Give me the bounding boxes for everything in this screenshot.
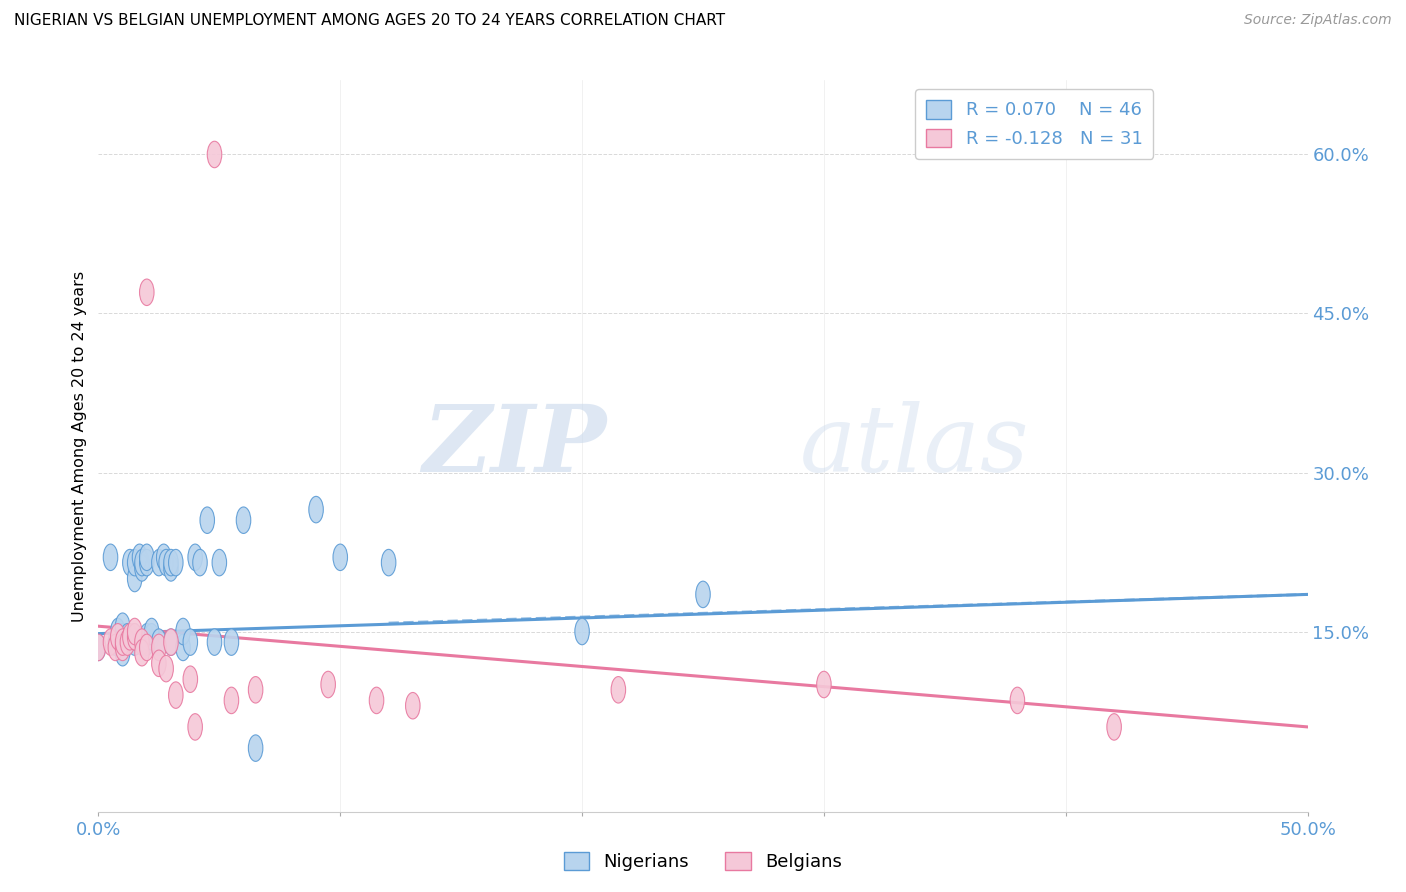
Legend: R = 0.070    N = 46, R = -0.128   N = 31: R = 0.070 N = 46, R = -0.128 N = 31: [915, 89, 1153, 159]
Y-axis label: Unemployment Among Ages 20 to 24 years: Unemployment Among Ages 20 to 24 years: [72, 270, 87, 622]
Ellipse shape: [249, 676, 263, 703]
Ellipse shape: [115, 624, 129, 650]
Ellipse shape: [111, 618, 125, 645]
Ellipse shape: [152, 629, 166, 656]
Ellipse shape: [817, 672, 831, 698]
Ellipse shape: [139, 634, 155, 661]
Ellipse shape: [103, 629, 118, 656]
Ellipse shape: [207, 141, 222, 168]
Ellipse shape: [132, 544, 146, 571]
Text: atlas: atlas: [800, 401, 1029, 491]
Ellipse shape: [139, 549, 155, 576]
Ellipse shape: [207, 629, 222, 656]
Ellipse shape: [163, 555, 179, 582]
Ellipse shape: [169, 549, 183, 576]
Ellipse shape: [309, 496, 323, 523]
Ellipse shape: [159, 549, 173, 576]
Ellipse shape: [122, 624, 138, 650]
Ellipse shape: [188, 714, 202, 740]
Ellipse shape: [128, 629, 142, 656]
Ellipse shape: [152, 549, 166, 576]
Ellipse shape: [91, 634, 105, 661]
Ellipse shape: [135, 629, 149, 656]
Ellipse shape: [612, 676, 626, 703]
Ellipse shape: [249, 735, 263, 762]
Ellipse shape: [163, 629, 179, 656]
Ellipse shape: [370, 687, 384, 714]
Ellipse shape: [115, 634, 129, 661]
Ellipse shape: [135, 555, 149, 582]
Ellipse shape: [122, 549, 138, 576]
Ellipse shape: [159, 656, 173, 681]
Ellipse shape: [152, 650, 166, 676]
Ellipse shape: [139, 624, 155, 650]
Ellipse shape: [91, 634, 105, 661]
Ellipse shape: [115, 613, 129, 640]
Ellipse shape: [152, 634, 166, 661]
Ellipse shape: [183, 666, 198, 692]
Ellipse shape: [236, 507, 250, 533]
Ellipse shape: [163, 549, 179, 576]
Ellipse shape: [1107, 714, 1122, 740]
Ellipse shape: [224, 629, 239, 656]
Ellipse shape: [115, 640, 129, 666]
Ellipse shape: [128, 618, 142, 645]
Ellipse shape: [169, 681, 183, 708]
Ellipse shape: [135, 640, 149, 666]
Ellipse shape: [405, 692, 420, 719]
Ellipse shape: [193, 549, 207, 576]
Ellipse shape: [128, 624, 142, 650]
Ellipse shape: [139, 279, 155, 306]
Ellipse shape: [108, 629, 122, 656]
Ellipse shape: [120, 629, 135, 656]
Text: Source: ZipAtlas.com: Source: ZipAtlas.com: [1244, 13, 1392, 28]
Ellipse shape: [108, 634, 122, 661]
Legend: Nigerians, Belgians: Nigerians, Belgians: [557, 845, 849, 879]
Ellipse shape: [575, 618, 589, 645]
Ellipse shape: [212, 549, 226, 576]
Ellipse shape: [139, 629, 155, 656]
Ellipse shape: [321, 672, 336, 698]
Ellipse shape: [111, 624, 125, 650]
Ellipse shape: [176, 634, 190, 661]
Ellipse shape: [381, 549, 396, 576]
Ellipse shape: [103, 544, 118, 571]
Ellipse shape: [224, 687, 239, 714]
Ellipse shape: [183, 629, 198, 656]
Ellipse shape: [128, 549, 142, 576]
Ellipse shape: [188, 544, 202, 571]
Ellipse shape: [135, 549, 149, 576]
Ellipse shape: [156, 544, 172, 571]
Ellipse shape: [128, 624, 142, 650]
Ellipse shape: [333, 544, 347, 571]
Ellipse shape: [145, 624, 159, 650]
Ellipse shape: [200, 507, 215, 533]
Ellipse shape: [696, 582, 710, 607]
Ellipse shape: [176, 618, 190, 645]
Ellipse shape: [115, 629, 129, 656]
Ellipse shape: [145, 618, 159, 645]
Text: ZIP: ZIP: [422, 401, 606, 491]
Ellipse shape: [139, 544, 155, 571]
Ellipse shape: [128, 566, 142, 591]
Text: NIGERIAN VS BELGIAN UNEMPLOYMENT AMONG AGES 20 TO 24 YEARS CORRELATION CHART: NIGERIAN VS BELGIAN UNEMPLOYMENT AMONG A…: [14, 13, 725, 29]
Ellipse shape: [1010, 687, 1025, 714]
Ellipse shape: [163, 629, 179, 656]
Ellipse shape: [120, 624, 135, 650]
